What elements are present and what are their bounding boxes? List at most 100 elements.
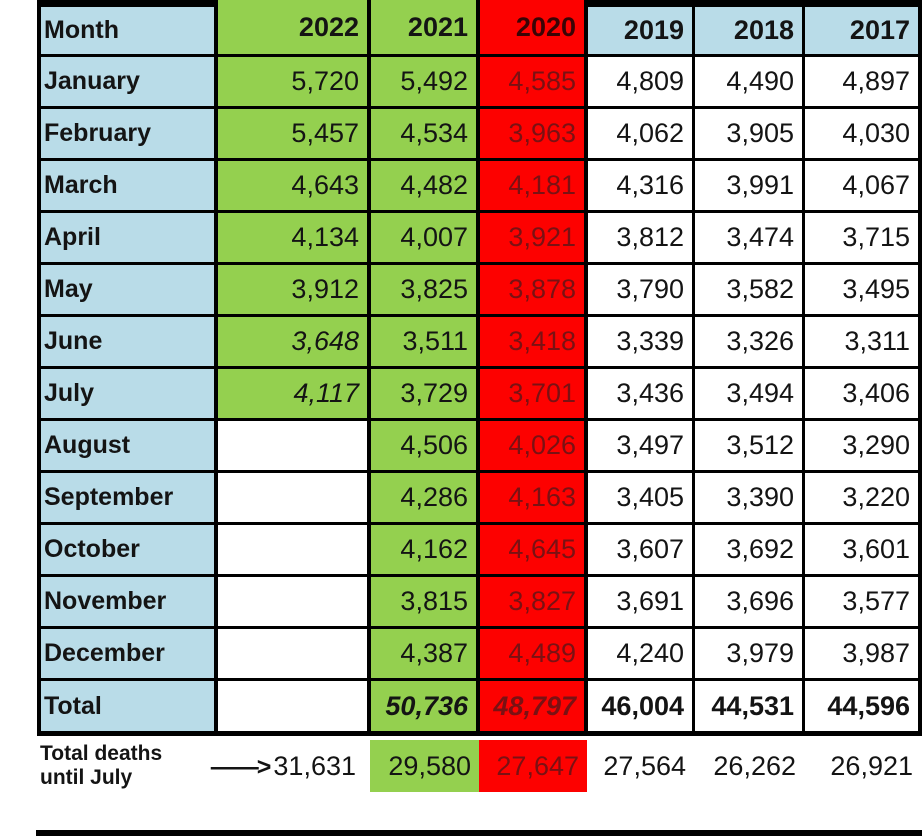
summary-row-total-until-july: Total deaths until July ——> 31,631 29,58… — [37, 740, 921, 792]
value-cell: 3,577 — [805, 577, 922, 629]
value-cell: 4,162 — [371, 525, 480, 577]
row-label-cell: March — [41, 161, 218, 213]
value-cell: 3,406 — [805, 369, 922, 421]
value-cell: 3,963 — [480, 109, 588, 161]
value-cell: 4,506 — [371, 421, 480, 473]
value-cell: 3,494 — [695, 369, 805, 421]
value-cell: 3,921 — [480, 213, 588, 265]
value-cell: 4,643 — [218, 161, 371, 213]
summary-value-2018: 26,262 — [713, 750, 796, 781]
summary-value-2022: 31,631 — [273, 750, 356, 781]
value-cell — [218, 629, 371, 681]
arrow-icon: ——> — [210, 752, 272, 781]
value-cell — [218, 421, 371, 473]
row-label-cell: Total — [41, 681, 218, 731]
value-cell: 4,809 — [588, 57, 695, 109]
value-cell: 4,026 — [480, 421, 588, 473]
row-label-cell: October — [41, 525, 218, 577]
row-label-cell: November — [41, 577, 218, 629]
row-label-cell: July — [41, 369, 218, 421]
value-cell: 4,134 — [218, 213, 371, 265]
value-cell — [218, 473, 371, 525]
value-cell: 3,220 — [805, 473, 922, 525]
row-label-cell: September — [41, 473, 218, 525]
summary-value-2019: 27,564 — [603, 750, 686, 781]
value-cell: 3,648 — [218, 317, 371, 369]
row-label-cell: August — [41, 421, 218, 473]
summary-label-line1: Total deaths — [40, 742, 163, 765]
column-header-2020: 2020 — [480, 0, 588, 57]
row-label-cell: February — [41, 109, 218, 161]
column-header-2017: 2017 — [805, 0, 922, 57]
value-cell: 4,534 — [371, 109, 480, 161]
column-header-2019: 2019 — [588, 0, 695, 57]
value-cell: 4,286 — [371, 473, 480, 525]
value-cell: 3,729 — [371, 369, 480, 421]
value-cell: 4,007 — [371, 213, 480, 265]
summary-label-line2: until July — [40, 766, 133, 789]
value-cell: 3,339 — [588, 317, 695, 369]
value-cell: 4,316 — [588, 161, 695, 213]
value-cell: 3,436 — [588, 369, 695, 421]
summary-label: Total deaths until July — [37, 740, 192, 792]
value-cell: 3,912 — [218, 265, 371, 317]
value-cell: 3,812 — [588, 213, 695, 265]
value-cell: 44,596 — [805, 681, 922, 731]
value-cell: 3,701 — [480, 369, 588, 421]
value-cell: 4,387 — [371, 629, 480, 681]
value-cell: 4,645 — [480, 525, 588, 577]
value-cell: 3,696 — [695, 577, 805, 629]
value-cell: 44,531 — [695, 681, 805, 731]
cropped-next-table-edge — [36, 830, 922, 836]
value-cell: 3,512 — [695, 421, 805, 473]
value-cell: 3,601 — [805, 525, 922, 577]
value-cell — [218, 525, 371, 577]
value-cell: 3,715 — [805, 213, 922, 265]
value-cell: 3,607 — [588, 525, 695, 577]
value-cell — [218, 577, 371, 629]
deaths-table: Month 2022 2021 2020 2019 2018 2017 Janu… — [37, 0, 922, 736]
value-cell: 3,311 — [805, 317, 922, 369]
value-cell: 4,117 — [218, 369, 371, 421]
row-label-cell: January — [41, 57, 218, 109]
value-cell: 4,163 — [480, 473, 588, 525]
value-cell: 3,991 — [695, 161, 805, 213]
row-label-cell: May — [41, 265, 218, 317]
value-cell: 3,290 — [805, 421, 922, 473]
value-cell: 3,979 — [695, 629, 805, 681]
column-header-2021: 2021 — [371, 0, 480, 57]
value-cell: 3,692 — [695, 525, 805, 577]
value-cell: 4,482 — [371, 161, 480, 213]
value-cell: 4,489 — [480, 629, 588, 681]
column-header-2022: 2022 — [218, 0, 371, 57]
value-cell: 5,457 — [218, 109, 371, 161]
value-cell: 3,582 — [695, 265, 805, 317]
value-cell: 5,720 — [218, 57, 371, 109]
row-label-cell: June — [41, 317, 218, 369]
value-cell: 3,827 — [480, 577, 588, 629]
value-cell: 3,418 — [480, 317, 588, 369]
value-cell: 3,691 — [588, 577, 695, 629]
value-cell: 3,497 — [588, 421, 695, 473]
value-cell: 3,390 — [695, 473, 805, 525]
value-cell: 4,062 — [588, 109, 695, 161]
value-cell: 3,495 — [805, 265, 922, 317]
value-cell: 3,987 — [805, 629, 922, 681]
value-cell: 4,030 — [805, 109, 922, 161]
value-cell — [218, 681, 371, 731]
column-header-2018: 2018 — [695, 0, 805, 57]
value-cell: 4,897 — [805, 57, 922, 109]
summary-value-2020: 27,647 — [479, 740, 587, 792]
value-cell: 4,067 — [805, 161, 922, 213]
value-cell: 4,490 — [695, 57, 805, 109]
value-cell: 3,825 — [371, 265, 480, 317]
value-cell: 4,585 — [480, 57, 588, 109]
value-cell: 5,492 — [371, 57, 480, 109]
column-header-month: Month — [41, 0, 218, 57]
value-cell: 4,240 — [588, 629, 695, 681]
value-cell: 3,405 — [588, 473, 695, 525]
summary-value-2017: 26,921 — [830, 750, 913, 781]
row-label-cell: April — [41, 213, 218, 265]
value-cell: 3,815 — [371, 577, 480, 629]
value-cell: 3,905 — [695, 109, 805, 161]
